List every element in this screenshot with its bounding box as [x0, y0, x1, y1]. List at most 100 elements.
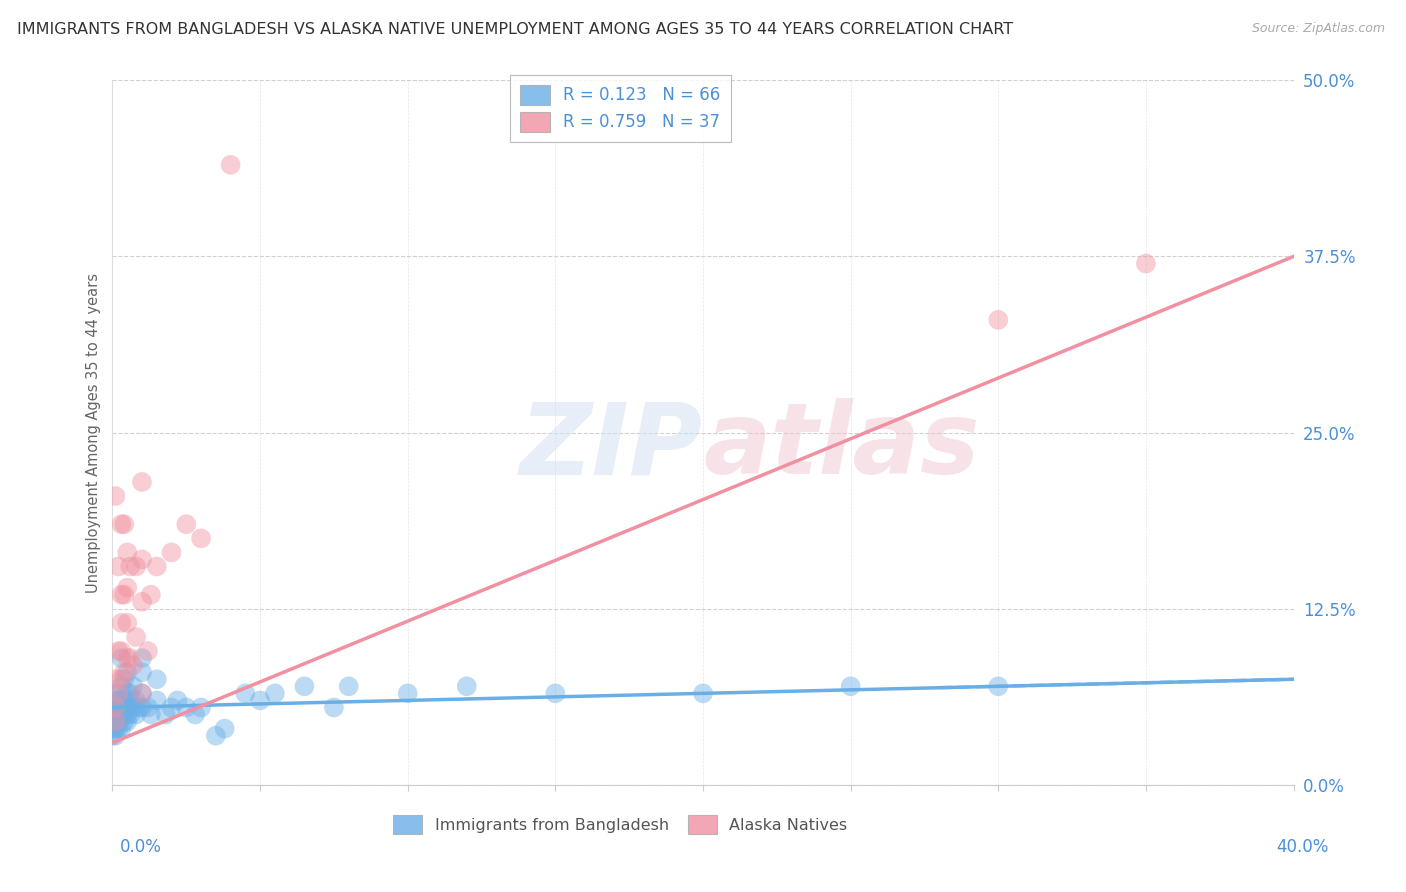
- Point: [112, 707, 135, 722]
- Point: [125, 630, 148, 644]
- Point: [456, 679, 478, 693]
- Point: [104, 714, 127, 729]
- Point: [110, 722, 132, 736]
- Point: [120, 651, 142, 665]
- Point: [104, 673, 127, 687]
- Point: [110, 588, 132, 602]
- Point: [136, 700, 159, 714]
- Point: [117, 665, 138, 680]
- Text: ZIP: ZIP: [520, 398, 703, 495]
- Point: [337, 679, 360, 693]
- Point: [120, 559, 142, 574]
- Point: [110, 517, 132, 532]
- Point: [117, 581, 138, 595]
- Point: [120, 707, 142, 722]
- Point: [131, 552, 153, 566]
- Point: [101, 722, 124, 736]
- Point: [104, 700, 127, 714]
- Legend: Immigrants from Bangladesh, Alaska Natives: Immigrants from Bangladesh, Alaska Nativ…: [387, 808, 853, 840]
- Point: [117, 707, 138, 722]
- Text: Source: ZipAtlas.com: Source: ZipAtlas.com: [1251, 22, 1385, 36]
- Point: [107, 722, 129, 736]
- Point: [174, 517, 197, 532]
- Point: [160, 700, 183, 714]
- Point: [101, 700, 124, 714]
- Point: [131, 651, 153, 665]
- Point: [155, 707, 177, 722]
- Point: [122, 658, 145, 673]
- Point: [112, 665, 135, 680]
- Point: [131, 665, 153, 680]
- Point: [396, 686, 419, 700]
- Point: [104, 729, 127, 743]
- Point: [139, 588, 162, 602]
- Point: [125, 707, 148, 722]
- Point: [122, 679, 145, 693]
- Point: [292, 679, 315, 693]
- Point: [190, 532, 212, 546]
- Point: [117, 615, 138, 630]
- Point: [117, 714, 138, 729]
- Point: [233, 686, 256, 700]
- Point: [174, 700, 197, 714]
- Point: [544, 686, 567, 700]
- Point: [112, 517, 135, 532]
- Point: [214, 722, 236, 736]
- Point: [104, 714, 127, 729]
- Point: [987, 679, 1010, 693]
- Point: [131, 686, 153, 700]
- Point: [131, 475, 153, 489]
- Point: [112, 673, 135, 687]
- Point: [160, 545, 183, 559]
- Point: [117, 700, 138, 714]
- Y-axis label: Unemployment Among Ages 35 to 44 years: Unemployment Among Ages 35 to 44 years: [86, 273, 101, 592]
- Point: [110, 615, 132, 630]
- Point: [190, 700, 212, 714]
- Point: [139, 707, 162, 722]
- Point: [131, 595, 153, 609]
- Point: [117, 545, 138, 559]
- Point: [107, 559, 129, 574]
- Point: [110, 651, 132, 665]
- Point: [120, 693, 142, 707]
- Point: [692, 686, 714, 700]
- Point: [128, 700, 150, 714]
- Text: IMMIGRANTS FROM BANGLADESH VS ALASKA NATIVE UNEMPLOYMENT AMONG AGES 35 TO 44 YEA: IMMIGRANTS FROM BANGLADESH VS ALASKA NAT…: [17, 22, 1012, 37]
- Point: [110, 707, 132, 722]
- Point: [323, 700, 346, 714]
- Point: [125, 693, 148, 707]
- Point: [112, 714, 135, 729]
- Point: [110, 693, 132, 707]
- Point: [104, 693, 127, 707]
- Point: [117, 651, 138, 665]
- Point: [107, 693, 129, 707]
- Point: [125, 559, 148, 574]
- Point: [219, 158, 242, 172]
- Point: [104, 722, 127, 736]
- Point: [107, 714, 129, 729]
- Point: [146, 673, 169, 687]
- Point: [117, 686, 138, 700]
- Point: [136, 644, 159, 658]
- Point: [166, 693, 188, 707]
- Text: atlas: atlas: [703, 398, 980, 495]
- Point: [107, 686, 129, 700]
- Point: [839, 679, 862, 693]
- Point: [120, 686, 142, 700]
- Point: [249, 693, 271, 707]
- Point: [104, 686, 127, 700]
- Point: [112, 588, 135, 602]
- Point: [110, 673, 132, 687]
- Point: [101, 729, 124, 743]
- Point: [264, 686, 287, 700]
- Point: [104, 489, 127, 503]
- Point: [146, 559, 169, 574]
- Point: [110, 644, 132, 658]
- Point: [107, 707, 129, 722]
- Point: [131, 686, 153, 700]
- Text: 40.0%: 40.0%: [1277, 838, 1329, 856]
- Point: [131, 700, 153, 714]
- Text: 0.0%: 0.0%: [120, 838, 162, 856]
- Point: [987, 313, 1010, 327]
- Point: [110, 679, 132, 693]
